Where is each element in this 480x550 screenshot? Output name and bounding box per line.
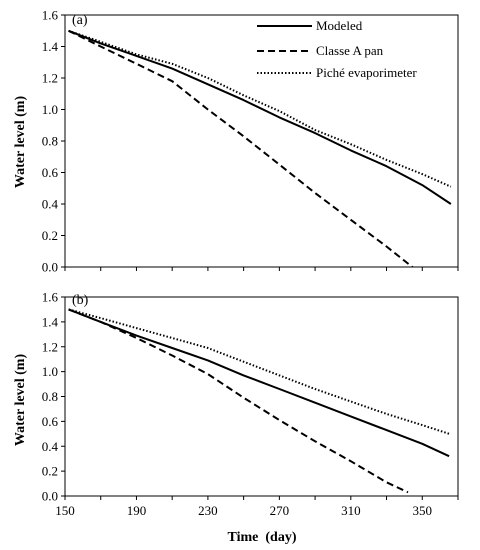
panel-a-y-tick-label: 1.2: [42, 71, 58, 86]
panel-a-y-tick-label: 1.4: [42, 39, 59, 54]
panel-a-y-tick-label: 1.0: [42, 102, 58, 117]
panel-b-x-tick-label: 310: [341, 503, 361, 518]
panel-a-series-classe-a-pan: [68, 29, 414, 267]
legend-piche-evaporimeter-label: Piché evaporimeter: [316, 65, 417, 80]
panel-a-y-tick-label: 0.8: [42, 134, 58, 149]
panel-b-x-tick-label: 150: [55, 503, 75, 518]
panel-b-y-tick-label: 0.0: [42, 489, 58, 504]
panel-a-y-tick-label: 1.6: [42, 8, 59, 23]
panel-b-y-tick-label: 0.2: [42, 464, 58, 479]
panel-a-y-tick-label: 0.2: [42, 228, 58, 243]
panel-b-y-tick-label: 1.4: [42, 314, 59, 329]
panel-a-plot-frame: [64, 14, 459, 268]
panel-b-y-tick-label: 1.6: [42, 290, 59, 305]
panel-a-y-tick-label: 0.0: [42, 260, 58, 275]
panel-b-y-tick-label: 1.0: [42, 364, 58, 379]
panel-a-series-pich-evaporimeter: [68, 29, 452, 188]
panel-b-series-modeled: [68, 308, 450, 458]
panel-b: 0.0 0.2 0.4 0.6 0.8 1.0 1.2 1.4 1.6 150 190 230 270 3…: [42, 290, 459, 518]
legend-modeled-label: Modeled: [316, 18, 363, 33]
panel-b-y-tick-label: 0.8: [42, 389, 58, 404]
panel-b-plot-frame: [64, 296, 459, 497]
panel-b-y-tick-label: 0.4: [42, 439, 59, 454]
panel-b-x-tick-label: 270: [270, 503, 290, 518]
panel-b-x-tick-label: 230: [198, 503, 218, 518]
panel-b-label: (b): [72, 293, 89, 308]
panel-b-x-tick-label: 190: [127, 503, 147, 518]
legend-classe-a-pan-label: Classe A pan: [316, 43, 384, 58]
panel-a-series-modeled: [68, 29, 452, 205]
panel-a: 0.0 0.2 0.4 0.6 0.8 1.0 1.2 1.4 1.6: [42, 8, 459, 275]
panel-a-label: (a): [72, 13, 88, 28]
panel-b-y-tick-label: 1.2: [42, 339, 58, 354]
panel-b-x-tick-label: 350: [413, 503, 433, 518]
panel-b-series-classe-a-pan: [68, 308, 409, 494]
x-axis-title: Time (day): [228, 530, 297, 545]
panel-a-y-tick-label: 0.4: [42, 197, 59, 212]
panel-b-series-pich-evaporimeter: [68, 308, 450, 435]
panel-b-y-axis-title: Water level (m): [13, 354, 28, 447]
panel-b-y-tick-label: 0.6: [42, 414, 59, 429]
panel-a-y-tick-label: 0.6: [42, 165, 59, 180]
legend: Modeled Classe A pan Piché evaporimeter: [257, 18, 417, 80]
panel-a-y-axis-title: Water level (m): [13, 96, 28, 189]
